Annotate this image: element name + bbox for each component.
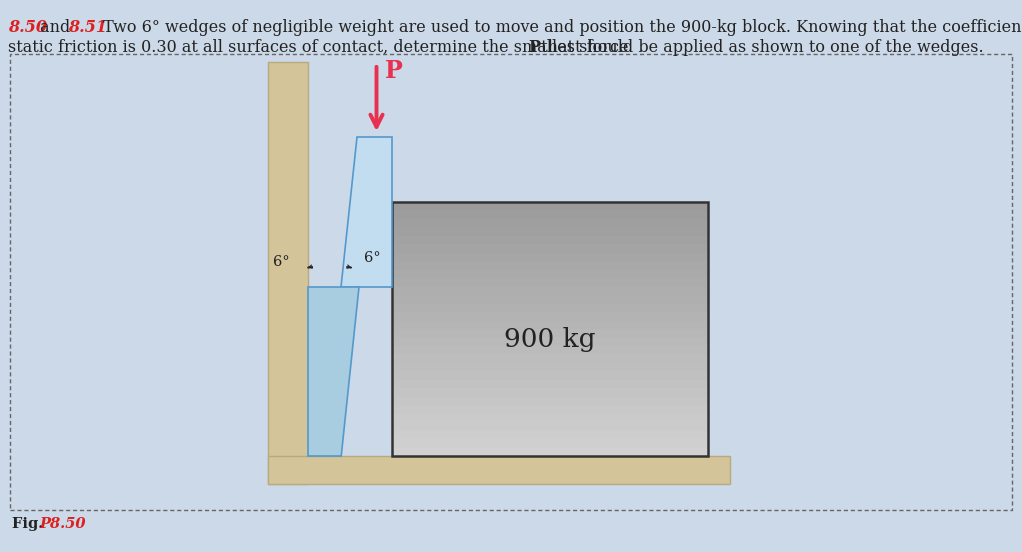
Text: Fig.: Fig. — [12, 517, 48, 531]
Text: 8.51: 8.51 — [68, 19, 107, 36]
Polygon shape — [392, 227, 708, 236]
Polygon shape — [392, 380, 708, 388]
Text: P8.50: P8.50 — [39, 517, 86, 531]
Polygon shape — [392, 304, 708, 312]
Polygon shape — [268, 62, 308, 484]
Text: 8.50: 8.50 — [8, 19, 47, 36]
Polygon shape — [392, 261, 708, 270]
Polygon shape — [392, 253, 708, 261]
Polygon shape — [392, 329, 708, 337]
Polygon shape — [392, 388, 708, 397]
Text: static friction is 0.30 at all surfaces of contact, determine the smallest force: static friction is 0.30 at all surfaces … — [8, 39, 634, 56]
Polygon shape — [392, 312, 708, 321]
Polygon shape — [341, 137, 392, 287]
Polygon shape — [392, 219, 708, 227]
Polygon shape — [392, 354, 708, 363]
Polygon shape — [392, 422, 708, 431]
Polygon shape — [392, 397, 708, 405]
Polygon shape — [392, 278, 708, 286]
Text: and: and — [35, 19, 76, 36]
Polygon shape — [308, 287, 359, 456]
Polygon shape — [392, 371, 708, 380]
Text: that should be applied as shown to one of the wedges.: that should be applied as shown to one o… — [536, 39, 983, 56]
Text: 6°: 6° — [273, 255, 289, 269]
Polygon shape — [392, 236, 708, 245]
Polygon shape — [392, 270, 708, 278]
Polygon shape — [392, 202, 708, 210]
Polygon shape — [392, 346, 708, 354]
Text: P: P — [528, 39, 540, 56]
Polygon shape — [392, 295, 708, 304]
Polygon shape — [392, 245, 708, 253]
Polygon shape — [392, 337, 708, 346]
Text: 900 kg: 900 kg — [504, 326, 596, 352]
Polygon shape — [392, 286, 708, 295]
Text: 6°: 6° — [364, 251, 381, 265]
Polygon shape — [392, 431, 708, 439]
Polygon shape — [392, 210, 708, 219]
Polygon shape — [392, 363, 708, 371]
Polygon shape — [392, 321, 708, 329]
Polygon shape — [392, 405, 708, 413]
Polygon shape — [392, 439, 708, 448]
Text: Two 6° wedges of negligible weight are used to move and position the 900-kg bloc: Two 6° wedges of negligible weight are u… — [98, 19, 1022, 36]
Polygon shape — [268, 456, 730, 484]
Polygon shape — [392, 413, 708, 422]
Polygon shape — [392, 448, 708, 456]
Text: P: P — [384, 59, 403, 83]
